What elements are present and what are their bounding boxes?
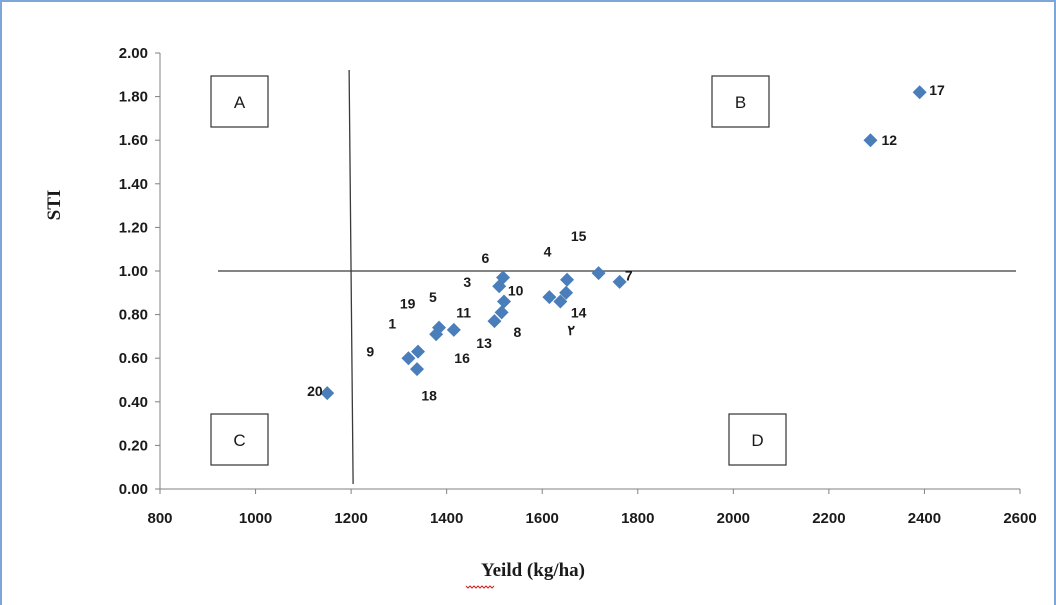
data-point	[497, 294, 511, 309]
y-tick-label: 1.20	[119, 219, 148, 236]
point-label: 12	[881, 132, 897, 148]
y-axis-title: STI	[44, 190, 65, 221]
quadrant-box-b	[711, 75, 770, 128]
data-point	[320, 386, 335, 401]
quadrant-box-d	[728, 413, 787, 466]
data-point	[863, 133, 878, 148]
point-label: 9	[366, 344, 374, 360]
data-point	[410, 362, 425, 377]
point-label: 8	[514, 324, 522, 340]
data-point	[591, 266, 606, 281]
y-tick-label: 0.00	[119, 481, 148, 498]
y-tick-label: 0.80	[119, 307, 148, 324]
point-label: 5	[429, 289, 437, 305]
vertical-reference-line	[348, 69, 354, 485]
data-point	[401, 351, 416, 366]
quadrant-label-b: B	[735, 93, 746, 112]
tick-labels: 800 1000 1200 1400 1600 1800 2000 2200 2400 2600 0…	[119, 45, 1037, 527]
x-tick-label: 1800	[621, 510, 654, 527]
data-point	[487, 314, 502, 329]
x-tick-label: 1000	[239, 510, 272, 527]
data-points	[320, 85, 927, 401]
point-label: 13	[476, 335, 492, 351]
reference-lines	[218, 69, 1016, 485]
quadrant-box-c	[210, 413, 269, 466]
x-axis-title: Yeild (kg/ha)	[481, 560, 585, 581]
x-tick-label: 2200	[812, 510, 845, 527]
point-label: 11	[456, 304, 471, 320]
axes	[155, 52, 1021, 494]
y-tick-label: 1.60	[119, 132, 148, 149]
point-label: 3	[463, 274, 471, 290]
quadrant-label-d: D	[751, 431, 763, 450]
quadrant-box-a	[210, 75, 269, 128]
point-label: 16	[454, 350, 470, 366]
y-tick-label: 0.40	[119, 394, 148, 411]
data-point	[553, 294, 568, 309]
x-tick-label: 2000	[717, 510, 750, 527]
data-point	[494, 305, 509, 320]
point-label: 4	[544, 243, 552, 259]
x-tick-label: 2400	[908, 510, 941, 527]
x-tick-label: 1600	[526, 510, 559, 527]
data-point	[411, 344, 425, 359]
data-point	[496, 270, 511, 285]
data-point	[432, 320, 447, 335]
data-point	[542, 290, 557, 305]
point-label: 20	[307, 383, 323, 399]
data-point	[560, 272, 575, 287]
point-label: 7	[625, 267, 633, 283]
data-point	[446, 322, 461, 337]
point-label: 15	[571, 228, 587, 244]
x-tick-label: 2600	[1003, 510, 1036, 527]
point-label: 19	[400, 296, 416, 312]
point-label: 17	[929, 82, 945, 98]
y-tick-label: 2.00	[119, 45, 148, 62]
spellcheck-underline	[465, 585, 495, 589]
y-tick-label: 1.00	[119, 263, 148, 280]
point-label: 1	[388, 315, 396, 331]
point-label: 6	[482, 250, 490, 266]
x-tick-label: 800	[147, 510, 172, 527]
data-point	[612, 274, 627, 289]
y-tick-label: 0.60	[119, 350, 148, 367]
data-point	[912, 85, 927, 100]
point-label: 10	[508, 283, 524, 299]
point-label: 18	[421, 387, 437, 403]
quadrant-label-c: C	[233, 431, 245, 450]
y-tick-label: 1.80	[119, 89, 148, 106]
point-label: 14	[571, 304, 587, 320]
y-tick-label: 1.40	[119, 176, 148, 193]
data-point	[559, 285, 574, 300]
x-tick-label: 1400	[430, 510, 463, 527]
y-tick-label: 0.20	[119, 437, 148, 454]
quadrant-boxes: A B C D	[210, 75, 787, 466]
point-label: ٢	[568, 322, 576, 338]
quadrant-label-a: A	[234, 93, 246, 112]
x-tick-label: 1200	[334, 510, 367, 527]
